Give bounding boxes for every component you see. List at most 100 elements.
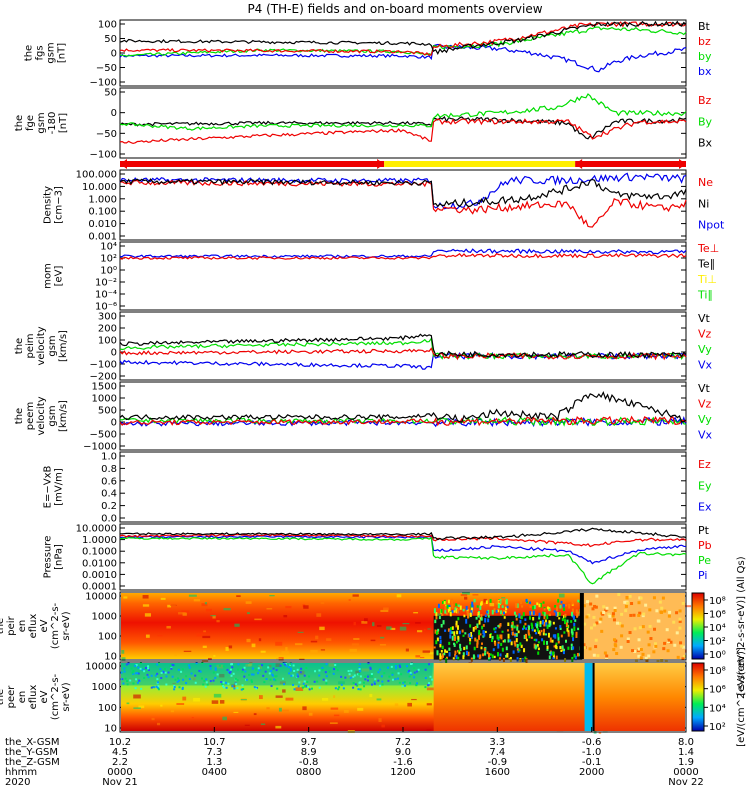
spectrogram-cell (310, 649, 318, 653)
spectrogram-cell (529, 616, 532, 620)
spectrogram-cell (372, 622, 375, 627)
spectrogram-cell (469, 637, 472, 642)
spectrogram-cell (600, 629, 604, 633)
spectrogram-cell (552, 634, 555, 638)
spectrogram-cell (559, 625, 562, 628)
spectrogram-cell (515, 638, 518, 643)
spectrogram-cell (545, 621, 548, 627)
ylabel-line: the (14, 115, 25, 131)
spectrogram-cell (214, 668, 217, 671)
spectrogram-cell (441, 645, 444, 650)
series-line (119, 248, 687, 259)
spectrogram-cell (548, 613, 551, 617)
spectrogram-cell (260, 650, 266, 653)
spectrogram-cell (543, 621, 546, 627)
spectrogram-cell (300, 667, 303, 670)
spectrogram-cell (491, 635, 494, 640)
spectrogram-cell (328, 670, 331, 673)
spectrogram-cell (577, 599, 580, 603)
spectrogram-cell (429, 675, 432, 678)
spectrogram-cell (472, 654, 475, 660)
spectrogram-cell (288, 672, 291, 675)
spectrogram-cell (219, 700, 225, 704)
spectrogram-cell (558, 593, 565, 598)
spectrogram-cell (243, 666, 246, 669)
spectrogram-cell (575, 631, 578, 635)
spectrogram-cell (458, 630, 461, 635)
spectrogram-cell (598, 731, 602, 734)
spectrogram-cell (536, 644, 539, 647)
spectrogram-cell (310, 687, 313, 690)
spectrogram-cell (462, 608, 465, 612)
spectrogram-cell (461, 629, 464, 633)
spectrogram-cell (557, 640, 560, 644)
spectrogram-cell (400, 673, 403, 676)
spectrogram-cell (234, 677, 237, 680)
spectrogram-cell (656, 659, 660, 663)
spectrogram-cell (566, 626, 569, 632)
spectrogram-cell (497, 609, 500, 613)
spectrogram-cell (565, 604, 568, 607)
spectrogram-cell (571, 601, 574, 605)
legend-entry: Pi (698, 569, 707, 582)
spectrogram-cell (433, 646, 436, 649)
spectrogram-cell (334, 664, 337, 667)
xtick-x-gsm: 9.7 (301, 737, 317, 748)
panel-ylabel: E=−VxB[mV/m] (43, 466, 65, 509)
spectrogram-cell (230, 674, 233, 677)
spectrogram-cell (499, 653, 502, 657)
spectrogram-cell (441, 613, 444, 616)
spectrogram-cell (147, 668, 150, 671)
xaxis-row-label: the_Y-GSM (5, 747, 58, 758)
spectrogram-cell (227, 670, 230, 673)
spectrogram-cell (157, 685, 160, 688)
legend-entry: Vy (698, 413, 712, 426)
spectrogram-cell (188, 666, 191, 669)
spectrogram-cell (359, 675, 362, 678)
spectrogram-cell (426, 703, 432, 706)
spectrogram-cell (181, 668, 184, 671)
spectrogram-cell (625, 601, 629, 605)
spectrogram-cell (431, 678, 434, 681)
ylabel-line: Pressure (43, 536, 54, 579)
legend-entry: Ni (698, 197, 709, 210)
spectrogram-cell (258, 695, 263, 700)
spectrogram-cell (454, 653, 457, 657)
xtick-y-gsm: 8.9 (301, 747, 317, 758)
spectrogram-cell (251, 667, 254, 670)
spectrogram-cell (127, 662, 130, 665)
spectrogram-cell (661, 596, 665, 600)
spectrogram-cell (381, 683, 384, 686)
spectrogram-cell (488, 652, 491, 658)
ytick-label: −500 (90, 430, 117, 441)
spectrogram-cell (291, 674, 294, 677)
spectrogram-cell (563, 648, 566, 652)
spectrogram-cell (171, 675, 174, 678)
spectrogram-cell (447, 599, 450, 604)
spectrogram-cell (458, 650, 461, 653)
spectrogram-cell (480, 602, 483, 606)
spectrogram-cell (354, 683, 357, 686)
spectrogram-cell (567, 630, 570, 634)
spectrogram-cell (181, 687, 184, 690)
spectrogram-cell (546, 606, 549, 610)
ytick-label: 0 (111, 418, 117, 429)
spectrogram-cell (289, 669, 292, 672)
spectrogram-cell (223, 686, 226, 689)
spectrogram-cell (500, 642, 503, 646)
spectrogram-cell (499, 599, 502, 604)
spectrogram-cell (563, 619, 566, 625)
spectrogram-cell (281, 677, 284, 680)
spectrogram-cell (316, 680, 319, 683)
spectrogram-cell (234, 623, 240, 627)
spectrogram-cell (290, 674, 293, 677)
spectrogram-cell (492, 648, 495, 652)
spectrogram-cell (572, 615, 575, 620)
spectrogram-cell (544, 633, 547, 636)
spectrogram-cell (344, 676, 347, 679)
legend-entry: Ti∥ (697, 289, 713, 302)
spectrogram-cell (222, 681, 225, 684)
spectrogram-cell (451, 603, 454, 609)
